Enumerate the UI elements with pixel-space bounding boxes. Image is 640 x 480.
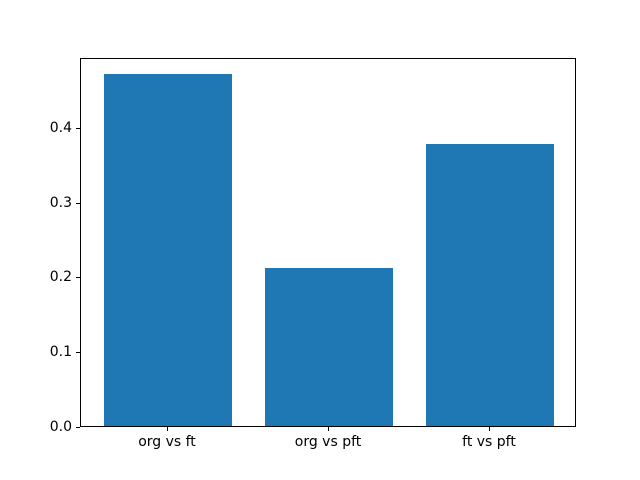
ytick-label-0.3: 0.3	[49, 194, 72, 211]
plot-area	[80, 58, 576, 427]
ytick-label-0.0: 0.0	[49, 418, 72, 435]
ytick-mark-0.1	[76, 352, 80, 353]
ytick-mark-0.0	[76, 426, 80, 428]
ytick-label-0.1: 0.1	[49, 344, 72, 360]
ytick-mark-0.2	[76, 277, 80, 279]
xtick-label-ft-vs-pft: ft vs pft	[462, 434, 516, 450]
bar-org-vs-pft	[264, 268, 394, 426]
ytick-mark-0.3	[76, 202, 80, 204]
xtick-mark-ft-vs-pft	[488, 427, 490, 431]
xtick-mark-org-vs-ft	[166, 427, 168, 431]
ytick-mark-0.4	[76, 128, 80, 130]
bar-org-vs-ft	[103, 74, 233, 426]
bar-ft-vs-pft	[425, 143, 555, 426]
xtick-label-org-vs-pft: org vs pft	[294, 434, 362, 450]
xtick-label-org-vs-ft: org vs ft	[138, 434, 196, 450]
xtick-mark-org-vs-pft	[327, 427, 329, 431]
ytick-label-0.2: 0.2	[49, 269, 72, 286]
ytick-label-0.4: 0.4	[49, 120, 72, 137]
